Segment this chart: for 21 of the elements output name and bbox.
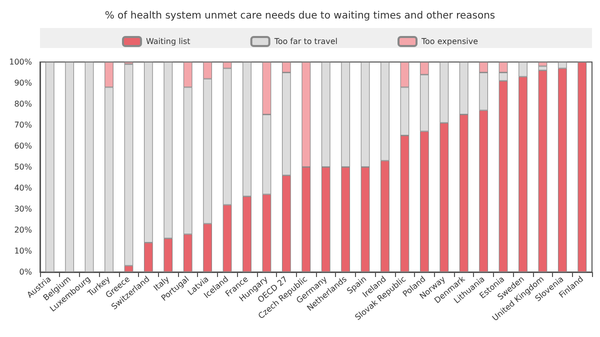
bar: [65, 62, 74, 272]
legend-label: Too far to travel: [273, 37, 338, 46]
y-tick-label: 30%: [14, 204, 32, 214]
chart-title: % of health system unmet care needs due to waiting times and other reasons: [104, 10, 496, 22]
y-tick-label: 60%: [14, 142, 32, 150]
y-tick-label: 80%: [14, 100, 32, 108]
y-tick-label: 70%: [14, 120, 32, 130]
y-tick-label: 100%: [9, 58, 32, 66]
y-tick-label: 50%: [14, 162, 32, 172]
bar: [578, 62, 587, 272]
y-tick-label: 40%: [14, 184, 32, 192]
bar: [45, 62, 54, 272]
y-tick-label: 10%: [14, 246, 32, 256]
y-tick-label: 0%: [19, 268, 32, 276]
legend-label: Waiting list: [146, 37, 190, 46]
y-tick-label: 90%: [14, 78, 32, 88]
legend-label: Too expensive: [420, 37, 478, 46]
y-tick-label: 20%: [14, 226, 32, 234]
bar: [84, 62, 94, 272]
bar: [538, 62, 548, 66]
bar: [538, 70, 548, 272]
